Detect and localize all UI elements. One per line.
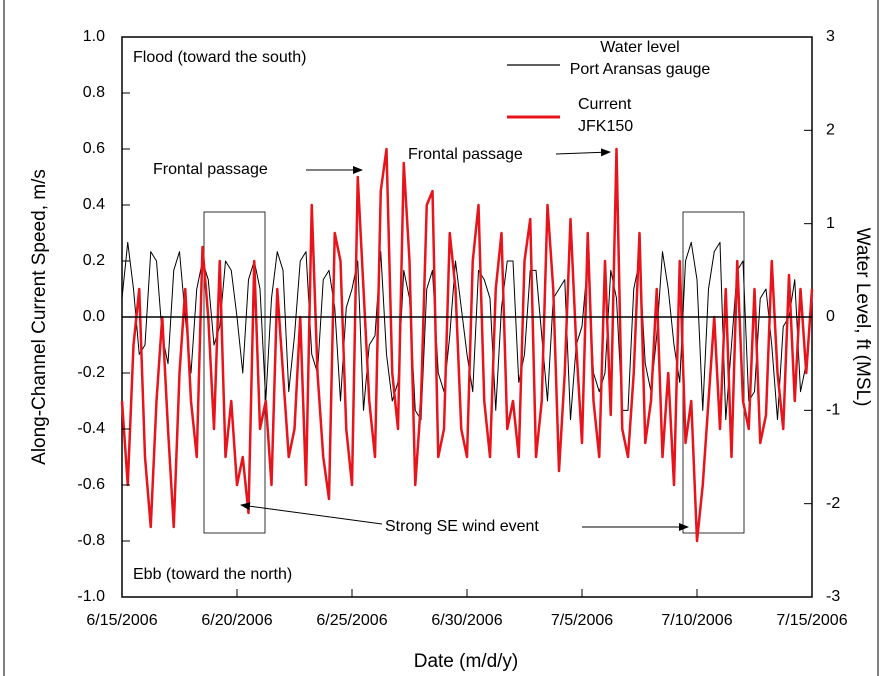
y-axis-title: Along-Channel Current Speed, m/s <box>29 169 50 465</box>
y-tick-label: 0.2 <box>83 252 105 269</box>
highlight-box <box>203 211 266 534</box>
y-tick-label: -1.0 <box>77 588 105 605</box>
annotation: Frontal passage <box>153 161 268 178</box>
y-tick-label: 0.0 <box>83 308 105 325</box>
x-tick-label: 7/5/2006 <box>551 612 613 629</box>
legend-label: Water level Port Aransas gauge <box>569 39 711 78</box>
y2-tick-label: -1 <box>826 402 840 419</box>
x-tick-label: 6/20/2006 <box>201 612 272 629</box>
annotation: Frontal passage <box>408 146 523 163</box>
y-tick-label: -0.2 <box>77 364 105 381</box>
y-tick-label: -0.8 <box>77 532 105 549</box>
legend-label: Current JFK150 <box>578 96 634 135</box>
x-tick-label: 6/25/2006 <box>316 612 387 629</box>
x-tick-label: 7/15/2006 <box>776 612 847 629</box>
y-tick-label: 0.6 <box>83 140 105 157</box>
y2-tick-label: -2 <box>826 495 840 512</box>
series-line <box>120 147 814 543</box>
y-tick-label: -0.4 <box>77 420 105 437</box>
y2-tick-label: 2 <box>826 122 835 139</box>
y2-tick-label: -3 <box>826 588 840 605</box>
y2-tick-label: 1 <box>826 215 835 232</box>
series-layer <box>120 147 814 543</box>
y2-tick-label: 3 <box>826 28 835 45</box>
y2-axis-title: Water Level, ft (MSL) <box>852 228 873 407</box>
y-tick-label: 0.8 <box>83 84 105 101</box>
arrow <box>240 502 383 525</box>
y-tick-label: 1.0 <box>83 28 105 45</box>
annotation: Flood (toward the south) <box>133 49 306 66</box>
x-tick-label: 6/30/2006 <box>431 612 502 629</box>
arrow <box>555 148 611 157</box>
x-tick-label: 6/15/2006 <box>86 612 157 629</box>
annotation: Strong SE wind event <box>385 518 539 535</box>
y2-tick-label: 0 <box>826 308 835 325</box>
x-axis-title: Date (m/d/y) <box>414 651 519 672</box>
y-tick-label: -0.6 <box>77 476 105 493</box>
y-tick-label: 0.4 <box>83 196 105 213</box>
x-tick-label: 7/10/2006 <box>661 612 732 629</box>
annotation: Ebb (toward the north) <box>133 566 292 583</box>
